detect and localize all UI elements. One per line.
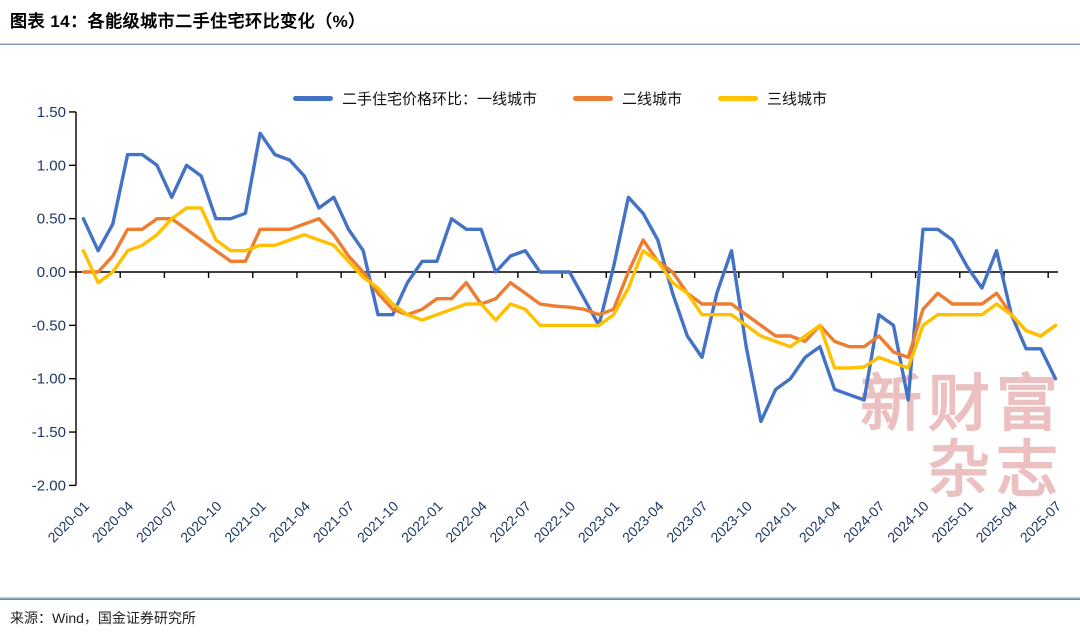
svg-text:-1.50: -1.50 (32, 424, 66, 441)
watermark: 新财富 杂志 (860, 372, 1064, 504)
svg-text:2022-01: 2022-01 (398, 498, 446, 546)
svg-text:2022-10: 2022-10 (531, 498, 579, 546)
svg-text:2022-04: 2022-04 (442, 498, 490, 546)
svg-text:2021-04: 2021-04 (265, 498, 313, 546)
svg-text:2023-10: 2023-10 (707, 498, 755, 546)
svg-text:2023-04: 2023-04 (619, 498, 667, 546)
svg-text:2020-01: 2020-01 (44, 498, 92, 546)
title-divider (0, 43, 1080, 45)
svg-text:2025-01: 2025-01 (928, 498, 976, 546)
svg-text:2024-07: 2024-07 (840, 498, 888, 546)
watermark-line-1: 新财富 (859, 371, 1064, 439)
legend-item-tier3: 三线城市 (718, 88, 827, 109)
line-chart-canvas: 1.50 1.00 0.50 0.00 -0.50 -1.00 -1.50 -2.00 2020… (32, 104, 1065, 546)
legend-line-swatch-tier3-icon (718, 96, 758, 101)
legend-item-tier1: 二手住宅价格环比：一线城市 (292, 88, 537, 109)
bottom-divider (0, 597, 1080, 600)
legend-label-tier3: 三线城市 (767, 91, 828, 108)
svg-text:-0.50: -0.50 (32, 317, 66, 334)
svg-text:2023-07: 2023-07 (663, 498, 711, 546)
svg-text:2025-07: 2025-07 (1017, 498, 1065, 546)
svg-text:0.50: 0.50 (37, 211, 66, 228)
svg-text:2020-04: 2020-04 (89, 498, 137, 546)
svg-text:2021-10: 2021-10 (354, 498, 402, 546)
svg-text:2024-10: 2024-10 (884, 498, 932, 546)
legend-line-swatch-tier2-icon (572, 96, 613, 101)
svg-text:2024-01: 2024-01 (752, 498, 800, 546)
chart-legend: 二手住宅价格环比：一线城市 二线城市 三线城市 (0, 88, 1080, 109)
svg-text:2023-01: 2023-01 (575, 498, 623, 546)
watermark-line-2: 杂志 (927, 437, 1064, 505)
source-note: 来源：Wind，国金证券研究所 (10, 610, 196, 626)
svg-text:-1.00: -1.00 (32, 371, 66, 388)
legend-label-tier2: 二线城市 (621, 91, 682, 108)
page-title: 图表 14：各能级城市二手住宅环比变化（%） (10, 12, 366, 31)
svg-text:2024-04: 2024-04 (796, 498, 844, 546)
svg-text:2021-07: 2021-07 (310, 498, 358, 546)
svg-text:2020-10: 2020-10 (177, 498, 225, 546)
legend-item-tier2: 二线城市 (572, 88, 682, 109)
svg-text:2021-01: 2021-01 (221, 498, 269, 546)
svg-text:1.00: 1.00 (37, 157, 66, 174)
svg-text:1.50: 1.50 (37, 104, 66, 121)
svg-text:2025-04: 2025-04 (972, 498, 1020, 546)
svg-text:-2.00: -2.00 (32, 477, 66, 494)
legend-label-tier1: 二手住宅价格环比：一线城市 (341, 91, 537, 108)
svg-text:0.00: 0.00 (37, 264, 66, 281)
legend-line-swatch-tier1-icon (292, 96, 333, 101)
svg-text:2020-07: 2020-07 (133, 498, 181, 546)
svg-text:2022-07: 2022-07 (486, 498, 534, 546)
